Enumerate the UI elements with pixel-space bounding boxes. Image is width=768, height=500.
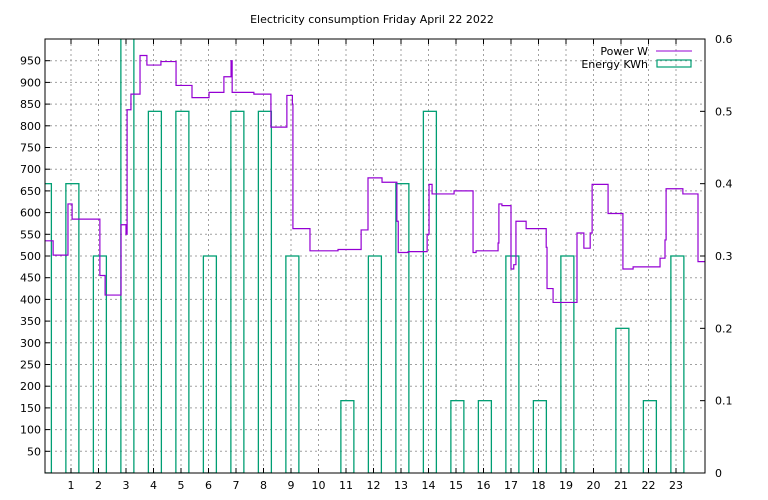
x-tick-label: 8 [260,479,267,492]
y-tick-label: 850 [20,98,41,111]
y-tick-label: 950 [20,55,41,68]
energy-bar [175,110,190,473]
x-tick-label: 17 [504,479,518,492]
energy-bar [532,400,548,473]
y-tick-label: 250 [20,359,41,372]
y2-tick-label: 0.1 [715,395,733,408]
x-tick-label: 10 [312,479,326,492]
y2-tick-label: 0.2 [715,322,733,335]
y-tick-label: 300 [20,337,41,350]
x-tick-label: 9 [288,479,295,492]
power-line-group [45,54,705,304]
x-tick-label: 7 [233,479,240,492]
y-tick-label: 50 [27,445,41,458]
x-tick-label: 15 [449,479,463,492]
x-tick-label: 2 [95,479,102,492]
x-tick-label: 20 [587,479,601,492]
y-tick-label: 100 [20,424,41,437]
energy-bar [642,400,658,473]
y-tick-label: 600 [20,207,41,220]
energy-bar [395,183,410,473]
y-tick-label: 750 [20,142,41,155]
x-tick-label: 19 [559,479,573,492]
y2-tick-label: 0.4 [715,178,733,191]
energy-bar [257,110,273,473]
power-line [45,54,705,304]
x-tick-label: 23 [669,479,683,492]
y2-tick-label: 0 [715,467,722,480]
y-tick-label: 150 [20,402,41,415]
energy-bar [505,255,520,473]
energy-bar [477,400,493,473]
energy-bar [560,255,575,473]
x-tick-label: 18 [532,479,546,492]
energy-bar [147,110,163,473]
energy-bar [450,400,465,473]
y-tick-label: 800 [20,120,41,133]
x-tick-label: 5 [178,479,185,492]
x-tick-label: 12 [367,479,381,492]
energy-bar [120,39,135,473]
x-tick-label: 1 [68,479,75,492]
y-tick-label: 400 [20,293,41,306]
legend: Power W Energy KWh [581,45,692,71]
x-tick-label: 14 [422,479,436,492]
energy-bar [422,110,438,473]
y-tick-label: 450 [20,272,41,285]
energy-bar [230,110,245,473]
y-tick-label: 900 [20,76,41,89]
x-tick-label: 4 [150,479,157,492]
chart-title: Electricity consumption Friday April 22 … [250,13,494,26]
x-tick-label: 13 [394,479,408,492]
energy-bar [202,255,218,473]
x-tick-label: 16 [477,479,491,492]
y-tick-label: 350 [20,315,41,328]
legend-label-power: Power W [600,45,648,58]
energy-bar [45,183,53,473]
x-tick-label: 22 [642,479,656,492]
x-tick-label: 3 [123,479,130,492]
y-tick-label: 550 [20,228,41,241]
axis-ticks: 5010015020025030035040045050055060065070… [20,33,733,492]
energy-bar [670,255,685,473]
y-tick-label: 200 [20,380,41,393]
y-tick-label: 500 [20,250,41,263]
energy-bar [285,255,300,473]
y2-tick-label: 0.6 [715,33,733,46]
energy-bar [367,255,383,473]
y2-tick-label: 0.5 [715,105,733,118]
legend-label-energy: Energy KWh [581,58,648,71]
y2-tick-label: 0.3 [715,250,733,263]
x-tick-label: 21 [614,479,628,492]
energy-bar [65,183,80,473]
energy-bar [615,327,630,473]
energy-bar [340,400,355,473]
x-tick-label: 11 [339,479,353,492]
x-tick-label: 6 [205,479,212,492]
y-tick-label: 700 [20,163,41,176]
y-tick-label: 650 [20,185,41,198]
legend-swatch-energy [656,59,692,68]
